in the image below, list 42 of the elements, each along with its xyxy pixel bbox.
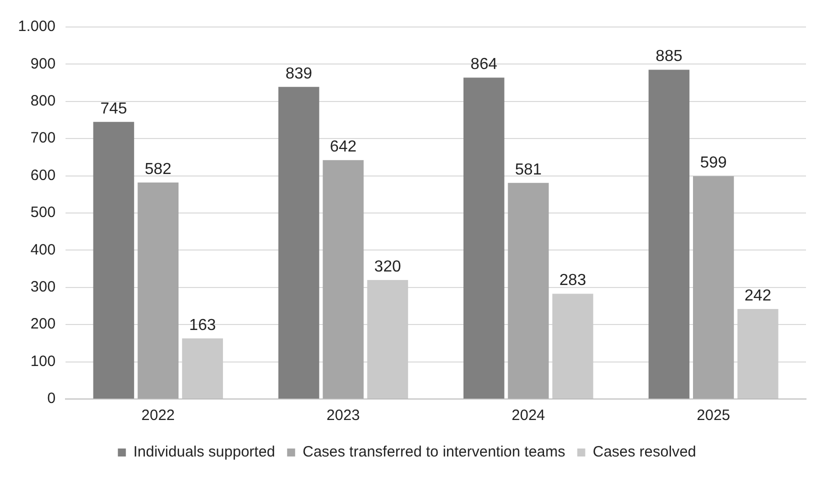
bar [322, 160, 364, 398]
data-label: 163 [189, 316, 216, 334]
data-label: 582 [144, 160, 172, 178]
legend-label: Cases resolved [592, 444, 696, 461]
x-tick-label: 2023 [326, 407, 360, 424]
bar [693, 176, 734, 398]
data-label: 242 [744, 287, 772, 304]
y-tick-label: 1.000 [18, 18, 56, 36]
data-label: 320 [374, 258, 402, 276]
bar [182, 338, 223, 398]
x-tick-label: 2025 [696, 407, 730, 424]
y-tick-label: 100 [30, 352, 56, 370]
y-tick-label: 300 [30, 278, 56, 296]
legend-label: Individuals supported [133, 444, 276, 461]
bar [367, 280, 408, 398]
bar [463, 78, 504, 398]
bar [552, 294, 594, 398]
bar [93, 122, 134, 398]
data-label: 642 [330, 138, 357, 156]
data-label: 864 [470, 56, 498, 73]
data-label: 745 [100, 100, 128, 118]
data-label: 581 [514, 161, 542, 178]
x-tick-label: 2024 [512, 407, 546, 424]
y-tick-label: 900 [30, 55, 56, 72]
y-tick-label: 700 [30, 130, 56, 147]
y-tick-label: 400 [30, 241, 56, 258]
bar [508, 182, 549, 398]
bar [138, 182, 179, 398]
bar [737, 308, 778, 398]
data-label: 283 [559, 272, 586, 290]
legend-label: Cases transferred to intervention teams [302, 444, 566, 461]
data-label: 839 [285, 65, 312, 82]
y-tick-label: 200 [30, 316, 56, 333]
bar [648, 70, 690, 398]
y-tick-label: 600 [30, 166, 56, 184]
data-label: 885 [656, 48, 682, 66]
data-label: 599 [700, 154, 727, 172]
y-tick-label: 800 [30, 92, 56, 110]
bar [278, 86, 320, 398]
y-tick-label: 0 [47, 390, 56, 408]
y-tick-label: 500 [30, 204, 56, 222]
x-tick-label: 2022 [141, 407, 175, 424]
